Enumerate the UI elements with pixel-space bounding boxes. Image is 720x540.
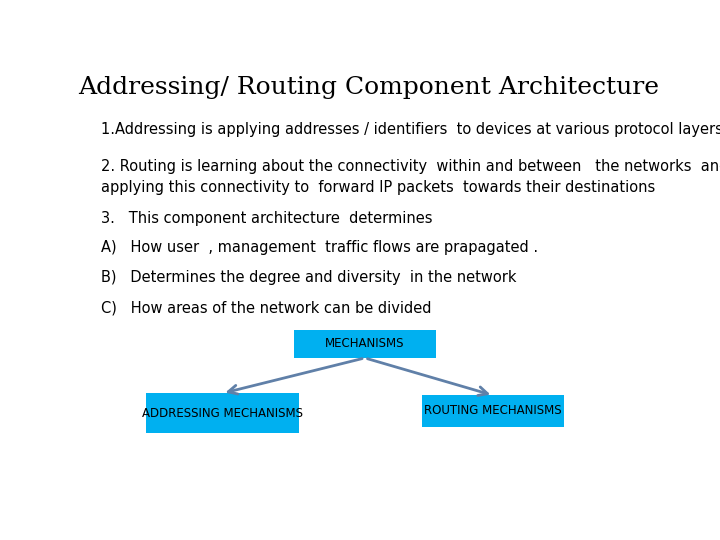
Text: 1.Addressing is applying addresses / identifiers  to devices at various protocol: 1.Addressing is applying addresses / ide… xyxy=(101,122,720,137)
FancyBboxPatch shape xyxy=(145,393,300,433)
FancyBboxPatch shape xyxy=(294,329,436,358)
Text: C)   How areas of the network can be divided: C) How areas of the network can be divid… xyxy=(101,301,432,315)
Text: 2. Routing is learning about the connectivity  within and between   the networks: 2. Routing is learning about the connect… xyxy=(101,159,720,174)
Text: A)   How user  , management  traffic flows are prapagated .: A) How user , management traffic flows a… xyxy=(101,240,539,255)
Text: MECHANISMS: MECHANISMS xyxy=(325,338,405,350)
Text: Addressing/ Routing Component Architecture: Addressing/ Routing Component Architectu… xyxy=(78,76,660,99)
Text: applying this connectivity to  forward IP packets  towards their destinations: applying this connectivity to forward IP… xyxy=(101,180,655,195)
Text: 3.   This component architecture  determines: 3. This component architecture determine… xyxy=(101,211,433,226)
Text: ROUTING MECHANISMS: ROUTING MECHANISMS xyxy=(424,404,562,417)
FancyBboxPatch shape xyxy=(422,395,564,427)
Text: ADDRESSING MECHANISMS: ADDRESSING MECHANISMS xyxy=(142,407,303,420)
Text: B)   Determines the degree and diversity  in the network: B) Determines the degree and diversity i… xyxy=(101,270,517,285)
